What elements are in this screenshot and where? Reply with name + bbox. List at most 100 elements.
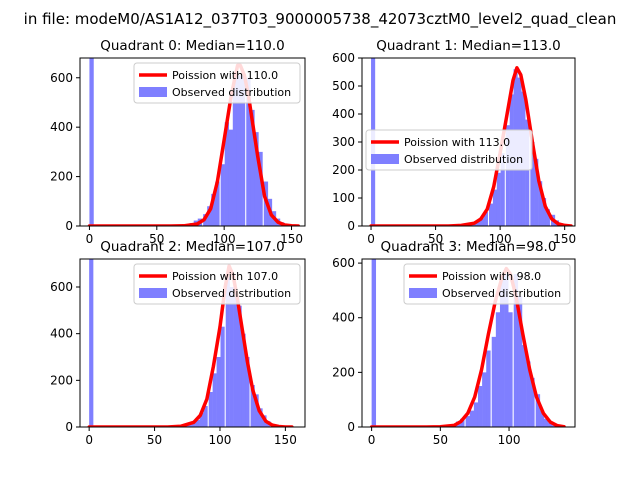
x-tick-label: 50 bbox=[149, 232, 164, 246]
x-tick-label: 100 bbox=[498, 433, 521, 447]
histogram-bar bbox=[534, 158, 539, 226]
x-tick-label: 0 bbox=[367, 232, 375, 246]
subplot-1: Quadrant 1: Median=113.0 0 50 100 150 0 100 200… bbox=[332, 38, 576, 246]
zero-bin-bar bbox=[371, 259, 377, 427]
zero-bin-bar bbox=[89, 58, 94, 226]
legend-observed-swatch bbox=[409, 288, 437, 298]
histogram-bar bbox=[245, 357, 250, 427]
histogram-bar bbox=[254, 394, 259, 427]
histogram-bar bbox=[233, 296, 238, 427]
histogram-bar bbox=[258, 151, 263, 226]
histogram-bar bbox=[460, 418, 465, 427]
x-tick-label: 150 bbox=[553, 232, 576, 246]
x-tick-label: 100 bbox=[209, 433, 232, 447]
legend-box bbox=[365, 129, 533, 171]
histogram-bar bbox=[228, 129, 234, 226]
x-tick-label: 100 bbox=[489, 232, 512, 246]
y-tick-label: 300 bbox=[332, 135, 355, 149]
legend-observed-label: Observed distribution bbox=[172, 287, 291, 300]
histogram-bar bbox=[241, 333, 246, 427]
histogram-bar bbox=[469, 410, 475, 427]
histogram-bar bbox=[254, 132, 259, 226]
legend-model-label: Poission with 107.0 bbox=[172, 270, 278, 283]
y-tick-label: 600 bbox=[332, 51, 355, 65]
histogram-bar bbox=[187, 424, 192, 427]
y-tick-label: 400 bbox=[50, 327, 73, 341]
histogram-bar bbox=[476, 220, 481, 226]
histogram-bar bbox=[482, 372, 487, 427]
x-tick-label: 100 bbox=[213, 232, 236, 246]
histogram-bar bbox=[203, 406, 208, 427]
axes-frame bbox=[79, 57, 306, 227]
histogram-bar bbox=[220, 164, 225, 226]
histogram-bar bbox=[195, 420, 200, 427]
y-tick-label: 100 bbox=[332, 191, 355, 205]
y-tick-label: 500 bbox=[332, 79, 355, 93]
histogram-bar bbox=[477, 386, 483, 427]
histogram-bar bbox=[552, 425, 557, 427]
subplot-title: Quadrant 1: Median=113.0 bbox=[376, 38, 560, 54]
legend-model-label: Poission with 98.0 bbox=[442, 270, 541, 283]
panels: Quadrant 0: Median=110.0 0 50 100 150 0 200 400… bbox=[50, 38, 576, 447]
histogram-bar bbox=[216, 357, 221, 427]
histogram-bar bbox=[500, 153, 505, 226]
histogram-bar bbox=[208, 392, 213, 427]
histogram-bar bbox=[212, 373, 217, 427]
histogram-bar bbox=[513, 274, 519, 427]
legend-observed-label: Observed distribution bbox=[404, 153, 523, 166]
x-tick-label: 50 bbox=[433, 433, 448, 447]
histogram-bar bbox=[473, 402, 479, 427]
y-tick-label: 200 bbox=[50, 373, 73, 387]
histogram-bar bbox=[504, 274, 509, 427]
histogram-bar bbox=[530, 377, 535, 427]
histogram-bar bbox=[492, 189, 498, 226]
legend-box bbox=[403, 263, 571, 305]
histogram-bar bbox=[538, 181, 543, 226]
histogram-bar bbox=[545, 209, 550, 226]
subplot-title: Quadrant 3: Median=98.0 bbox=[381, 239, 557, 255]
y-tick-label: 0 bbox=[65, 219, 73, 233]
histogram-bar bbox=[207, 206, 212, 226]
histogram-bar bbox=[191, 422, 196, 427]
y-tick-label: 0 bbox=[65, 420, 73, 434]
legend-observed-label: Observed distribution bbox=[172, 86, 291, 99]
histogram-bar bbox=[225, 277, 230, 427]
histogram-bar bbox=[541, 198, 547, 226]
histogram-bar bbox=[211, 193, 216, 226]
legend-observed-swatch bbox=[139, 87, 167, 97]
legend-observed-swatch bbox=[371, 154, 399, 164]
x-tick-label: 0 bbox=[85, 433, 93, 447]
axes-frame bbox=[361, 258, 576, 428]
legend-model-label: Poission with 110.0 bbox=[172, 69, 278, 82]
y-tick-label: 600 bbox=[332, 256, 355, 270]
y-tick-label: 0 bbox=[347, 219, 355, 233]
legend: Poission with 110.0 Observed distribution bbox=[133, 62, 301, 104]
histogram-bar bbox=[250, 109, 255, 226]
histogram-bar bbox=[548, 422, 553, 427]
histogram-bar bbox=[489, 203, 494, 226]
legend: Poission with 98.0 Observed distribution bbox=[403, 263, 571, 305]
subplot-title: Quadrant 2: Median=107.0 bbox=[100, 239, 284, 255]
legend-observed-swatch bbox=[139, 288, 167, 298]
histogram-bar bbox=[525, 119, 530, 226]
histogram-bar bbox=[505, 125, 510, 226]
histogram-bar bbox=[246, 77, 251, 226]
histogram-bar bbox=[220, 326, 225, 427]
x-tick-label: 150 bbox=[280, 232, 303, 246]
legend-observed-label: Observed distribution bbox=[442, 287, 561, 300]
axes-frame bbox=[79, 258, 306, 428]
histogram-bar bbox=[526, 361, 531, 427]
histogram-bar bbox=[491, 336, 497, 427]
histogram-bar bbox=[240, 72, 246, 226]
subplot-3: Quadrant 3: Median=98.0 0 50 100 0 200 400 600 P… bbox=[332, 239, 576, 447]
y-tick-label: 200 bbox=[332, 163, 355, 177]
histogram-bar bbox=[521, 345, 527, 427]
histogram-bar bbox=[236, 75, 242, 226]
histogram-bar bbox=[496, 172, 501, 226]
x-tick-label: 0 bbox=[86, 232, 94, 246]
histogram-bar bbox=[229, 287, 234, 427]
histogram-bar bbox=[486, 350, 491, 427]
zero-bin-bar bbox=[89, 259, 94, 427]
x-tick-label: 150 bbox=[274, 433, 297, 447]
histogram-bar bbox=[224, 122, 230, 226]
